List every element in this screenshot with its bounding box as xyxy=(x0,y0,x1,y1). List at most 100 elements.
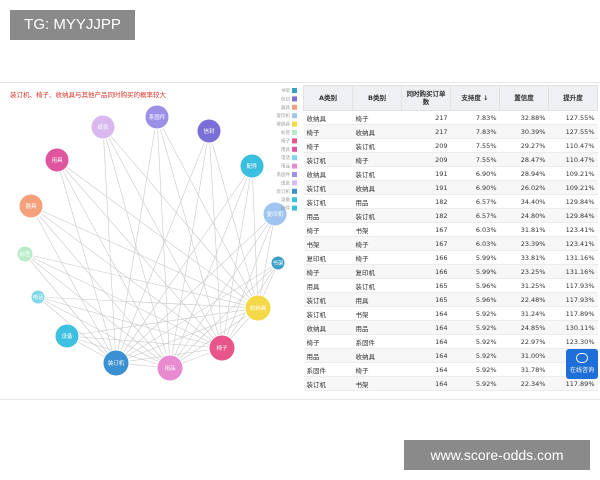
edge xyxy=(115,262,279,364)
table-cell: 系固件 xyxy=(352,334,402,349)
edge xyxy=(221,165,253,349)
table-cell: 217 xyxy=(401,124,451,139)
edge xyxy=(102,126,117,364)
table-cell: 系固件 xyxy=(303,362,353,377)
table-row: 收纳具 椅子 217 7.83% 32.88% 127.55% xyxy=(303,110,598,125)
table-cell: 7.83% xyxy=(450,110,500,125)
legend-swatch xyxy=(292,138,297,144)
table-cell: 6.90% xyxy=(450,166,500,181)
watermark: TG: MYYJJPP xyxy=(10,10,135,40)
node-label: 复印机 xyxy=(267,210,284,218)
edge xyxy=(169,130,210,369)
column-header: A类别 xyxy=(303,85,353,111)
table-cell: 装订机 xyxy=(303,376,353,391)
chat-button[interactable]: 在线咨询 xyxy=(566,349,598,379)
table-cell: 5.92% xyxy=(450,320,500,335)
node-label: 器具 xyxy=(25,203,37,210)
table-cell: 130.11% xyxy=(548,320,598,335)
edge xyxy=(37,296,171,369)
table-cell: 23.39% xyxy=(499,236,549,251)
table-cell: 166 xyxy=(401,250,451,265)
table-row: 装订机 用品 182 6.57% 34.40% 129.84% xyxy=(303,194,598,209)
node-label: 标签 xyxy=(19,250,31,258)
table-cell: 装订机 xyxy=(303,194,353,209)
table-cell: 5.92% xyxy=(450,376,500,391)
node xyxy=(156,354,184,382)
table-cell: 123.30% xyxy=(548,334,598,349)
graph-title: 装订机、椅子、收纳具与其他产品同时购买的概率较大 xyxy=(10,90,167,99)
table-cell: 24.85% xyxy=(499,320,549,335)
edge xyxy=(115,130,210,364)
table-cell: 29.27% xyxy=(499,138,549,153)
table-row: 椅子 复印机 166 5.99% 23.25% 131.16% xyxy=(303,264,598,279)
table-cell: 用具 xyxy=(352,292,402,307)
table-row: 椅子 书架 167 6.03% 31.81% 123.41% xyxy=(303,222,598,237)
table-cell: 166 xyxy=(401,264,451,279)
edge xyxy=(24,253,223,349)
legend-swatch xyxy=(292,146,297,152)
table-cell: 7.55% xyxy=(450,138,500,153)
table-row: 装订机 用具 165 5.96% 22.48% 117.93% xyxy=(303,292,598,307)
edge xyxy=(156,116,171,369)
legend-swatch xyxy=(292,188,297,194)
edge xyxy=(30,205,223,349)
edge xyxy=(251,165,259,309)
table-cell: 装订机 xyxy=(352,166,402,181)
legend-swatch xyxy=(292,172,297,177)
table-cell: 5.99% xyxy=(450,264,500,279)
table-cell: 用品 xyxy=(352,194,402,209)
table-cell: 6.57% xyxy=(450,208,500,223)
table-cell: 书架 xyxy=(352,306,402,321)
table-row: 装订机 椅子 209 7.55% 28.47% 110.47% xyxy=(303,152,598,167)
table-cell: 用品 xyxy=(303,348,353,363)
node-label: 椅子 xyxy=(216,344,228,352)
table-row: 书架 椅子 167 6.03% 23.39% 123.41% xyxy=(303,236,598,251)
node xyxy=(144,104,170,130)
legend-label: 书架 xyxy=(281,87,290,94)
legend-swatch xyxy=(292,205,297,211)
table-cell: 椅子 xyxy=(352,110,402,125)
chat-label[interactable]: 在线咨询 xyxy=(569,367,594,374)
legend-label: 系固件 xyxy=(277,171,291,178)
table-cell: 22.48% xyxy=(499,292,549,307)
node-label: 信封 xyxy=(203,127,215,135)
table-cell: 收纳具 xyxy=(352,180,402,195)
table-cell: 123.41% xyxy=(548,236,598,251)
table-cell: 装订机 xyxy=(303,306,353,321)
table-cell: 5.92% xyxy=(450,306,500,321)
node xyxy=(54,323,80,349)
table-row: 椅子 装订机 209 7.55% 29.27% 110.47% xyxy=(303,138,598,153)
node xyxy=(239,153,265,179)
table-row: 收纳具 用品 164 5.92% 24.85% 130.11% xyxy=(303,320,598,335)
edge xyxy=(169,262,279,369)
table-cell: 28.94% xyxy=(499,166,549,181)
table-cell: 椅子 xyxy=(303,222,353,237)
legend-label: 设备 xyxy=(281,196,290,203)
table-cell: 117.93% xyxy=(548,278,598,293)
node-label: 书架 xyxy=(272,259,284,267)
node xyxy=(196,118,222,144)
edge xyxy=(37,296,259,309)
table-cell: 书架 xyxy=(352,376,402,391)
table-cell: 5.99% xyxy=(450,250,500,265)
table-cell: 7.83% xyxy=(450,124,500,139)
edge xyxy=(208,130,259,309)
edge xyxy=(56,159,259,309)
table-cell: 装订机 xyxy=(303,292,353,307)
table-cell: 5.92% xyxy=(450,348,500,363)
table-cell: 收纳具 xyxy=(303,110,353,125)
table-cell: 164 xyxy=(401,362,451,377)
table-cell: 164 xyxy=(401,320,451,335)
column-header: 支持度 ↓ xyxy=(450,85,500,111)
table-cell: 209 xyxy=(401,138,451,153)
edge xyxy=(115,213,276,364)
legend-swatch xyxy=(292,113,297,119)
table-cell: 装订机 xyxy=(352,138,402,153)
legend-label: 收纳具 xyxy=(277,121,291,128)
legend-swatch xyxy=(292,121,297,127)
legend-label: 配件 xyxy=(281,205,290,212)
legend-label: 电话 xyxy=(281,154,290,161)
table-cell: 110.47% xyxy=(548,138,598,153)
legend-swatch xyxy=(292,155,297,161)
table-cell: 椅子 xyxy=(303,264,353,279)
